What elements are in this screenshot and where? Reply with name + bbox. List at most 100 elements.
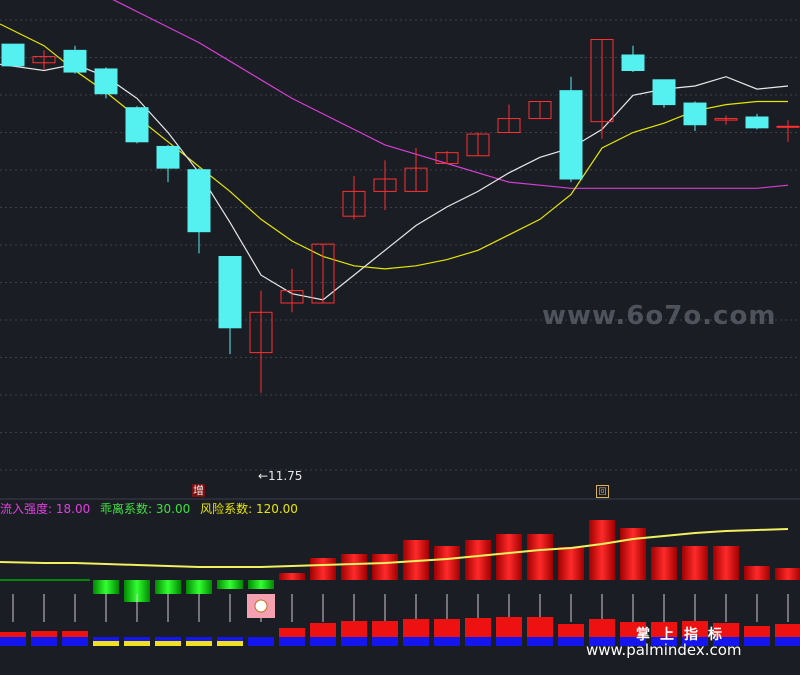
footer-yellow [93, 641, 119, 646]
footer-red [496, 617, 522, 637]
footer-blue [620, 637, 646, 646]
footer-yellow [124, 641, 150, 646]
footer-red [310, 623, 336, 637]
candle-body [683, 102, 707, 126]
indicator-bar-red [713, 546, 739, 580]
watermark-palmindex: www.palmindex.com [586, 641, 742, 659]
indicator-bar-red [558, 547, 584, 580]
indicator-bar-green [186, 580, 212, 594]
footer-red [589, 619, 615, 637]
candle-body [249, 311, 273, 354]
footer-blue [341, 637, 367, 646]
footer-blue [682, 637, 708, 646]
indicator-bar-red [496, 534, 522, 580]
footer-blue [62, 637, 88, 646]
indicator-line [0, 528, 789, 568]
candle-body [590, 39, 614, 123]
footer-blue [527, 637, 553, 646]
footer-blue [775, 637, 800, 646]
footer-blue [558, 637, 584, 646]
candle-body [94, 68, 118, 95]
indicator-bar-green [248, 580, 274, 589]
candle-body [63, 49, 87, 73]
candle-body [714, 118, 738, 121]
candle-body [32, 56, 56, 64]
footer-blue [589, 637, 615, 646]
footer-blue [0, 637, 26, 646]
footer-red [31, 631, 57, 637]
footer-blue [434, 637, 460, 646]
low-price-annotation: ←11.75 [258, 469, 303, 483]
footer-blue [713, 637, 739, 646]
footer-blue [651, 637, 677, 646]
footer-blue [279, 637, 305, 646]
indicator-bar-red [682, 546, 708, 580]
indicator-bar-red [651, 547, 677, 580]
footer-yellow [155, 641, 181, 646]
candle-body [528, 101, 552, 120]
indicator-bar-red [434, 546, 460, 580]
footer-yellow [186, 641, 212, 646]
money-bag-icon [254, 599, 268, 613]
indicator-bar-red [589, 520, 615, 580]
footer-red [279, 628, 305, 637]
candle-body [156, 145, 180, 169]
footer-red [341, 621, 367, 637]
footer-blue [744, 637, 770, 646]
footer-blue [496, 637, 522, 646]
indicator-bar-red [372, 554, 398, 580]
candle-body [342, 190, 366, 217]
candle-body [466, 133, 490, 157]
watermark-cn-label: 掌上指标 [636, 627, 732, 643]
candle-body [745, 116, 769, 129]
indicator-bar-red [620, 528, 646, 580]
candle-body [218, 256, 242, 329]
box-signal-icon: 回 [596, 485, 609, 498]
candle-body [373, 178, 397, 192]
footer-red [682, 621, 708, 637]
indicator-bar-red [465, 540, 491, 580]
candlestick-series [1, 39, 800, 393]
footer-red [372, 621, 398, 637]
candle-body [652, 79, 676, 106]
candle-body [559, 90, 583, 180]
indicator-bar-green [155, 580, 181, 594]
legend-item-deviation: 乖离系数: 30.00 [100, 502, 191, 516]
footer-blue [403, 637, 429, 646]
candle-body [187, 169, 211, 233]
indicator-bar-red [279, 573, 305, 580]
indicator-bar-red [341, 554, 367, 580]
footer-red [620, 622, 646, 637]
candle-body [435, 152, 459, 164]
main-chart-grid [0, 19, 800, 471]
ma-yellow-line [0, 23, 788, 270]
indicator-bar-green [93, 580, 119, 594]
indicator-bar-green [124, 580, 150, 602]
candle-body [1, 43, 25, 67]
footer-blue [465, 637, 491, 646]
indicator-bar-red [310, 558, 336, 580]
footer-red [744, 626, 770, 637]
footer-blue [310, 637, 336, 646]
indicator-bar-red [744, 566, 770, 580]
candle-body [311, 243, 335, 304]
legend-item-risk: 风险系数: 120.00 [200, 502, 298, 516]
candle-body [280, 290, 304, 304]
footer-blue [372, 637, 398, 646]
indicator-bars [0, 520, 800, 622]
indicator-bar-green [217, 580, 243, 589]
zeng-signal-badge: 增 [192, 484, 205, 497]
candle-body [125, 107, 149, 143]
watermark-6070: www.6o7o.com [542, 301, 777, 331]
footer-red [775, 624, 800, 637]
footer-red [713, 623, 739, 637]
footer-red [0, 632, 26, 637]
footer-red [527, 617, 553, 637]
indicator-legend: 流入强度: 18.00 乖离系数: 30.00 风险系数: 120.00 [0, 500, 298, 517]
indicator-bar-red [527, 534, 553, 580]
legend-item-inflow: 流入强度: 18.00 [0, 502, 91, 516]
footer-red [62, 631, 88, 637]
footer-red [465, 618, 491, 637]
candle-body [621, 54, 645, 71]
